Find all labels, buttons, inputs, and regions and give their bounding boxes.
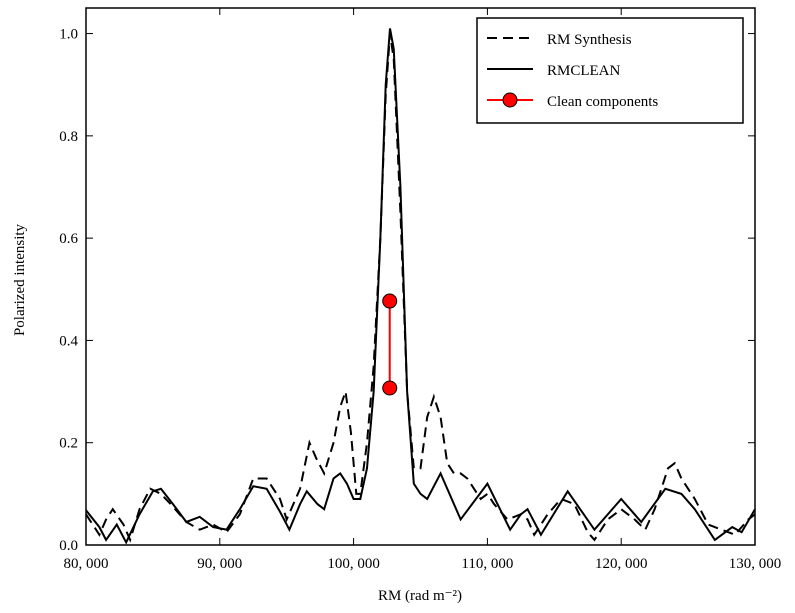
series-marker bbox=[382, 293, 398, 309]
x-tick-label: 130, 000 bbox=[729, 556, 782, 572]
series-line bbox=[85, 28, 756, 545]
y-tick-label: 1.0 bbox=[59, 27, 78, 43]
y-axis-label: Polarized intensity bbox=[12, 223, 28, 336]
legend-label: RMCLEAN bbox=[547, 63, 621, 79]
x-tick-label: 120, 000 bbox=[595, 556, 648, 572]
axes-frame bbox=[85, 7, 756, 546]
x-tick-label: 100, 000 bbox=[327, 556, 380, 572]
legend-label: Clean components bbox=[547, 94, 658, 110]
x-tick-label: 90, 000 bbox=[197, 556, 242, 572]
y-tick-label: 0.0 bbox=[59, 538, 78, 554]
legend-marker bbox=[502, 92, 518, 108]
x-tick-label: 110, 000 bbox=[461, 556, 513, 572]
legend-box bbox=[476, 17, 744, 124]
y-tick-label: 0.6 bbox=[59, 231, 78, 247]
legend-label: RM Synthesis bbox=[547, 32, 632, 48]
y-tick-label: 0.4 bbox=[59, 333, 78, 349]
y-tick-label: 0.2 bbox=[59, 436, 78, 452]
x-tick-label: 80, 000 bbox=[64, 556, 109, 572]
series-marker bbox=[382, 380, 398, 396]
y-tick-label: 0.8 bbox=[59, 129, 78, 145]
x-axis-label: RM (rad m⁻²) bbox=[378, 588, 462, 604]
